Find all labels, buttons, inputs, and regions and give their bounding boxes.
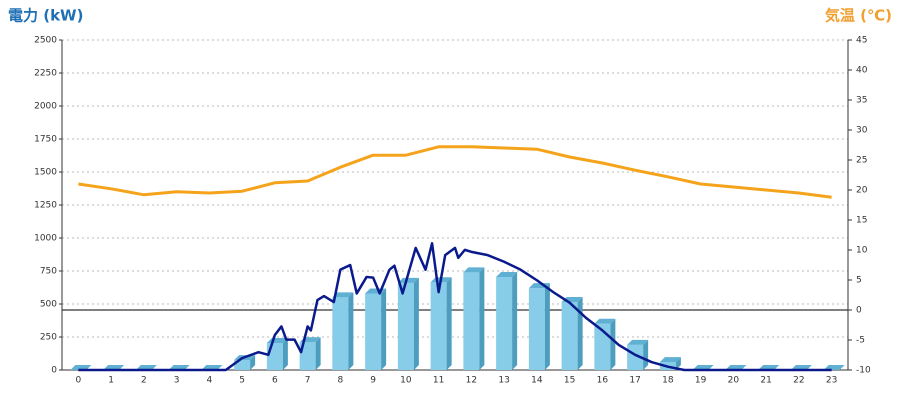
y-tick-label: 2500 xyxy=(34,36,57,46)
bar-top xyxy=(496,271,518,277)
y2-tick-label: 40 xyxy=(856,66,868,76)
x-tick-label: 1 xyxy=(108,376,114,386)
line xyxy=(78,145,832,199)
y-tick-label: 500 xyxy=(40,300,57,310)
x-tick-label: 3 xyxy=(174,376,180,386)
bar xyxy=(528,288,545,370)
x-tick-label: 2 xyxy=(141,376,147,386)
chart-title: 電力 (kW) xyxy=(8,7,83,25)
y-tick-label: 250 xyxy=(40,333,57,343)
x-tick-label: 14 xyxy=(531,376,543,386)
x-tick-label: 0 xyxy=(76,376,82,386)
bar-side xyxy=(643,339,649,370)
y2-tick-label: -10 xyxy=(856,366,871,376)
bar xyxy=(463,272,480,370)
y-tick-label: 2000 xyxy=(34,102,57,112)
bar-side xyxy=(282,337,288,370)
bar-side xyxy=(544,283,550,370)
bar-side xyxy=(315,337,321,370)
y2-tick-label: 15 xyxy=(856,216,867,226)
bar-top xyxy=(659,357,681,363)
x-tick-label: 7 xyxy=(305,376,311,386)
x-tick-label: 16 xyxy=(597,376,609,386)
bar-side xyxy=(348,292,354,370)
bar xyxy=(397,282,414,370)
bar-side xyxy=(446,277,452,370)
x-tick-label: 8 xyxy=(338,376,344,386)
bar xyxy=(266,342,283,370)
x-tick-label: 18 xyxy=(662,376,674,386)
bar-top xyxy=(627,339,649,345)
x-tick-label: 22 xyxy=(793,376,804,386)
y2-tick-label: 20 xyxy=(856,186,868,196)
bar xyxy=(332,297,349,370)
bar-top xyxy=(594,318,616,324)
x-tick-label: 15 xyxy=(564,376,575,386)
x-tick-label: 6 xyxy=(272,376,278,386)
x-tick-label: 5 xyxy=(239,376,245,386)
line xyxy=(78,242,832,372)
bar-top xyxy=(463,267,485,273)
y-tick-label: 2250 xyxy=(34,69,57,79)
y-tick-label: 1500 xyxy=(34,168,57,178)
bar-side xyxy=(413,277,419,370)
bar xyxy=(430,282,447,370)
bar-side xyxy=(675,357,681,370)
y-tick-label: 0 xyxy=(51,366,57,376)
x-tick-label: 17 xyxy=(629,376,640,386)
x-tick-label: 12 xyxy=(466,376,477,386)
y-tick-label: 1000 xyxy=(34,234,57,244)
x-tick-label: 11 xyxy=(433,376,444,386)
bar-side xyxy=(512,271,518,370)
x-tick-label: 23 xyxy=(826,376,837,386)
x-tick-label: 4 xyxy=(207,376,213,386)
y-tick-label: 750 xyxy=(40,267,57,277)
bar-side xyxy=(381,288,387,370)
bar-side xyxy=(577,297,583,370)
y2-tick-label: 35 xyxy=(856,96,867,106)
x-tick-label: 21 xyxy=(760,376,771,386)
bar xyxy=(365,293,382,370)
bar-top xyxy=(332,292,354,298)
bar xyxy=(234,360,251,370)
bar-top xyxy=(397,277,419,283)
y2-tick-label: -5 xyxy=(856,336,865,346)
y2-tick-label: 25 xyxy=(856,156,867,166)
y2-tick-label: 10 xyxy=(856,246,868,256)
x-tick-label: 20 xyxy=(728,376,740,386)
y2-tick-label: 30 xyxy=(856,126,868,136)
y-tick-label: 1750 xyxy=(34,135,57,145)
y2-title: 気温 (℃) xyxy=(825,7,892,25)
bar-side xyxy=(250,355,256,370)
y-tick-label: 1250 xyxy=(34,201,57,211)
bar-side xyxy=(610,318,616,370)
y2-tick-label: 0 xyxy=(856,306,862,316)
x-tick-label: 19 xyxy=(695,376,707,386)
x-tick-label: 10 xyxy=(400,376,412,386)
bar xyxy=(299,342,316,370)
bar xyxy=(496,276,513,370)
y2-tick-label: 45 xyxy=(856,36,867,46)
bar xyxy=(561,302,578,370)
x-tick-label: 9 xyxy=(370,376,376,386)
bar-side xyxy=(479,267,485,370)
y2-tick-label: 5 xyxy=(856,276,862,286)
x-tick-label: 13 xyxy=(498,376,509,386)
